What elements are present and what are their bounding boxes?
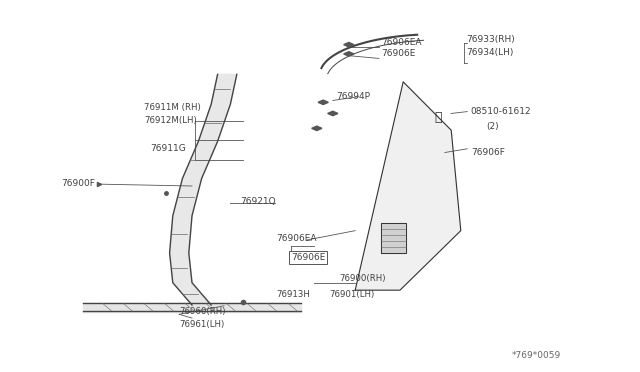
Text: 76906F: 76906F xyxy=(472,148,506,157)
Text: 76960(RH): 76960(RH) xyxy=(179,307,226,316)
Text: 76900(RH): 76900(RH) xyxy=(339,274,386,283)
Text: 76921Q: 76921Q xyxy=(240,197,276,206)
Polygon shape xyxy=(344,42,354,47)
Polygon shape xyxy=(83,303,301,312)
Text: 08510-61612: 08510-61612 xyxy=(470,107,531,116)
Text: 76933(RH): 76933(RH) xyxy=(466,35,515,44)
Text: (2): (2) xyxy=(486,122,499,131)
Polygon shape xyxy=(170,74,237,305)
Text: 76994P: 76994P xyxy=(336,92,370,101)
Text: 76906E: 76906E xyxy=(381,49,415,58)
Polygon shape xyxy=(312,126,322,131)
Polygon shape xyxy=(381,223,406,253)
Text: 76934(LH): 76934(LH) xyxy=(466,48,513,57)
Text: 76911G: 76911G xyxy=(150,144,186,153)
Text: Ⓢ: Ⓢ xyxy=(435,111,442,124)
Text: 76900F: 76900F xyxy=(61,179,95,188)
Text: 76906EA: 76906EA xyxy=(276,234,317,243)
Text: 76913H: 76913H xyxy=(276,290,310,299)
Text: 76911M (RH): 76911M (RH) xyxy=(144,103,201,112)
Text: 76906EA: 76906EA xyxy=(381,38,421,47)
Text: 76961(LH): 76961(LH) xyxy=(179,320,225,329)
Polygon shape xyxy=(344,52,354,56)
Polygon shape xyxy=(355,82,461,290)
Text: 76906E: 76906E xyxy=(291,253,326,262)
Text: 76912M(LH): 76912M(LH) xyxy=(144,116,196,125)
Polygon shape xyxy=(328,111,338,116)
Text: 76901(LH): 76901(LH) xyxy=(330,290,375,299)
Text: *769*0059: *769*0059 xyxy=(512,351,561,360)
Polygon shape xyxy=(318,100,328,105)
